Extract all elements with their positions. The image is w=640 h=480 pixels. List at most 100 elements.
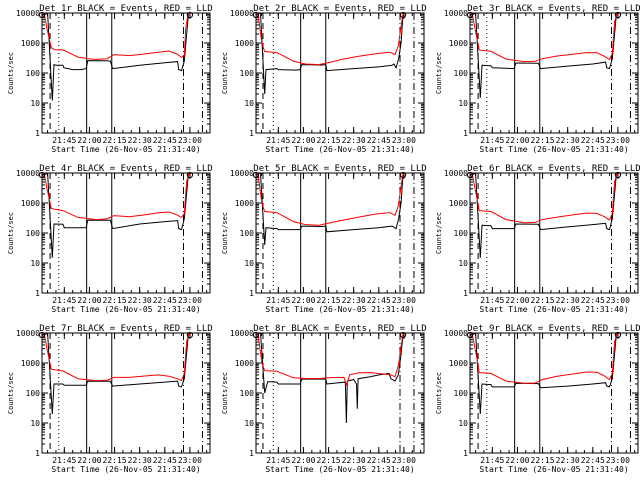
panel-det-3: Det 3r BLACK = Events, RED = LLD 1 10 100 10… [435, 4, 640, 154]
y-tick-label: 1000 [235, 199, 254, 208]
y-tick-label: 1 [463, 449, 468, 458]
saturation-marker [38, 171, 46, 179]
y-axis-label: Counts/sec [221, 52, 229, 94]
y-tick-label: 1 [249, 129, 254, 138]
plot-frame [469, 332, 639, 454]
panel-title: Det 1r BLACK = Events, RED = LLD [39, 4, 212, 14]
x-tick-label: 22:00 [77, 456, 101, 465]
plot-frame [41, 332, 211, 454]
y-axis-label: Counts/sec [435, 212, 443, 254]
panel-title: Det 6r BLACK = Events, RED = LLD [467, 164, 640, 174]
series-lld-line [256, 333, 404, 387]
panel-det-9: Det 9r BLACK = Events, RED = LLD 1 10 100 10… [435, 324, 640, 474]
x-tick-label: 23:00 [606, 136, 630, 145]
y-tick-label: 10000 [444, 9, 468, 18]
series-lld-line [256, 173, 404, 226]
x-tick-label: 23:00 [392, 456, 416, 465]
x-tick-label: 22:00 [291, 456, 315, 465]
panel-det-4: Det 4r BLACK = Events, RED = LLD 1 10 100 10… [7, 164, 213, 314]
x-tick-label: 22:15 [531, 136, 555, 145]
y-tick-label: 100 [454, 69, 469, 78]
y-tick-label: 10 [30, 99, 40, 108]
x-tick-label: 22:00 [505, 456, 529, 465]
x-tick-label: 22:15 [103, 456, 127, 465]
x-tick-label: 21:45 [52, 456, 76, 465]
x-tick-label: 21:45 [52, 136, 76, 145]
y-tick-label: 1 [249, 289, 254, 298]
plot-frame [255, 332, 425, 454]
y-tick-label: 10000 [230, 169, 254, 178]
x-tick-label: 23:00 [606, 296, 630, 305]
panel-det-1: Det 1r BLACK = Events, RED = LLD 1 10 100 10… [7, 4, 213, 154]
saturation-marker [466, 331, 474, 339]
series-events-line [256, 333, 404, 424]
y-tick-label: 10000 [444, 169, 468, 178]
x-tick-label: 22:00 [291, 136, 315, 145]
x-tick-label: 22:15 [317, 296, 341, 305]
panel-det-2: Det 2r BLACK = Events, RED = LLD 1 10 100 10… [221, 4, 427, 154]
series-group [470, 333, 618, 415]
y-tick-label: 100 [454, 389, 469, 398]
x-tick-label: 22:00 [291, 296, 315, 305]
x-axis-label: Start Time (26-Nov-05 21:31:40) [265, 305, 414, 314]
panel-title: Det 3r BLACK = Events, RED = LLD [467, 4, 640, 14]
x-tick-label: 22:15 [531, 296, 555, 305]
y-tick-label: 1 [35, 289, 40, 298]
y-tick-label: 100 [454, 229, 469, 238]
saturation-marker [252, 171, 260, 179]
y-tick-label: 1000 [21, 199, 40, 208]
y-tick-label: 10 [30, 419, 40, 428]
y-tick-label: 100 [240, 389, 255, 398]
y-tick-label: 100 [240, 69, 255, 78]
x-tick-label: 23:00 [178, 136, 202, 145]
y-tick-label: 10 [458, 419, 468, 428]
series-events-line [470, 173, 617, 258]
plot-frame [255, 172, 425, 294]
series-group [42, 13, 192, 101]
series-events-line [42, 173, 189, 258]
y-tick-label: 10000 [16, 169, 40, 178]
x-tick-label: 23:00 [392, 296, 416, 305]
saturation-marker [614, 331, 622, 339]
series-lld-line [256, 13, 404, 66]
x-tick-label: 23:00 [606, 456, 630, 465]
x-tick-label: 22:15 [531, 456, 555, 465]
panel-title: Det 4r BLACK = Events, RED = LLD [39, 164, 212, 174]
x-tick-label: 22:30 [342, 296, 366, 305]
y-tick-label: 10000 [444, 329, 468, 338]
x-tick-label: 23:00 [392, 136, 416, 145]
x-tick-label: 21:45 [480, 296, 504, 305]
x-tick-label: 22:45 [367, 136, 391, 145]
x-tick-label: 22:45 [367, 296, 391, 305]
series-group [256, 173, 404, 245]
x-tick-label: 21:45 [266, 296, 290, 305]
x-axis-label: Start Time (26-Nov-05 21:31:40) [51, 145, 200, 154]
series-group [42, 333, 190, 415]
series-lld-line [42, 13, 191, 60]
series-group [470, 173, 618, 258]
x-tick-label: 22:00 [77, 136, 101, 145]
saturation-marker [186, 171, 194, 179]
x-axis-label: Start Time (26-Nov-05 21:31:40) [51, 465, 200, 474]
y-tick-label: 10000 [230, 9, 254, 18]
x-tick-label: 22:15 [317, 136, 341, 145]
series-events-line [42, 13, 192, 101]
series-lld-line [470, 173, 618, 224]
y-tick-label: 10000 [16, 329, 40, 338]
y-tick-label: 1000 [21, 39, 40, 48]
x-tick-label: 22:30 [342, 456, 366, 465]
saturation-marker [38, 11, 46, 19]
x-tick-label: 21:45 [266, 136, 290, 145]
x-tick-label: 22:30 [128, 136, 152, 145]
y-axis-label: Counts/sec [7, 52, 15, 94]
x-tick-label: 22:30 [556, 136, 580, 145]
y-tick-label: 100 [26, 69, 41, 78]
series-events-line [256, 13, 404, 95]
y-tick-label: 100 [26, 229, 41, 238]
saturation-marker [252, 331, 260, 339]
x-tick-label: 22:45 [581, 136, 605, 145]
plot-frame [469, 12, 639, 134]
saturation-marker [466, 11, 474, 19]
x-tick-label: 22:30 [342, 136, 366, 145]
